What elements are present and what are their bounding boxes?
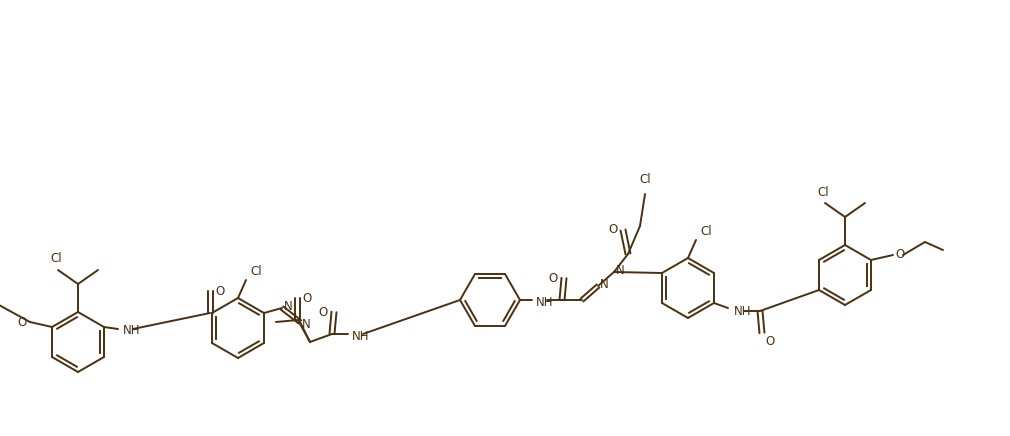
Text: NH: NH xyxy=(351,330,370,343)
Text: NH: NH xyxy=(123,324,140,337)
Text: O: O xyxy=(18,316,27,328)
Text: Cl: Cl xyxy=(817,186,829,199)
Text: O: O xyxy=(548,272,558,285)
Text: O: O xyxy=(319,306,328,319)
Text: N: N xyxy=(284,300,293,313)
Text: Cl: Cl xyxy=(639,173,650,186)
Text: N: N xyxy=(302,317,311,330)
Text: NH: NH xyxy=(536,296,553,309)
Text: O: O xyxy=(895,248,904,260)
Text: Cl: Cl xyxy=(50,252,62,265)
Text: Cl: Cl xyxy=(250,265,262,278)
Text: N: N xyxy=(600,277,609,290)
Text: Cl: Cl xyxy=(700,225,712,238)
Text: O: O xyxy=(215,285,224,297)
Text: N: N xyxy=(616,263,625,276)
Text: O: O xyxy=(609,222,618,235)
Text: O: O xyxy=(765,335,775,348)
Text: O: O xyxy=(302,292,311,304)
Text: NH: NH xyxy=(734,304,751,317)
